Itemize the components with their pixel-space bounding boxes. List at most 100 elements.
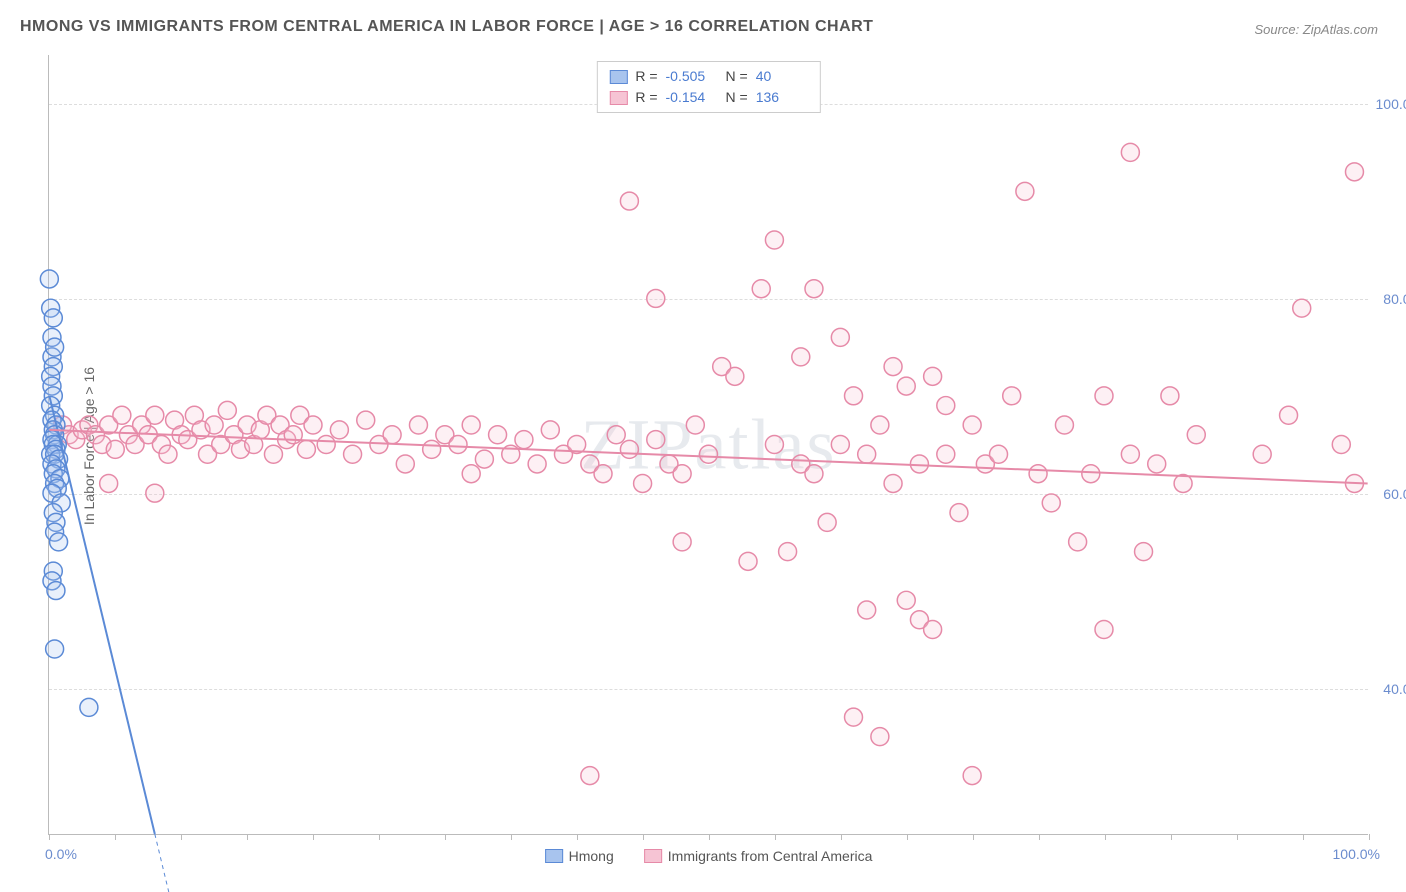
scatter-point — [779, 543, 797, 561]
scatter-point — [330, 421, 348, 439]
scatter-point — [831, 328, 849, 346]
swatch-hmong — [609, 70, 627, 84]
r-value-hmong: -0.505 — [666, 66, 718, 87]
scatter-point — [317, 436, 335, 454]
scatter-point — [871, 416, 889, 434]
x-tick — [907, 834, 908, 840]
stats-row-hmong: R = -0.505 N = 40 — [609, 66, 807, 87]
scatter-point — [304, 416, 322, 434]
swatch-central-america — [609, 91, 627, 105]
scatter-point — [845, 708, 863, 726]
x-tick — [709, 834, 710, 840]
x-axis-max-label: 100.0% — [1333, 846, 1380, 862]
scatter-point — [607, 426, 625, 444]
trend-line — [49, 430, 1367, 484]
x-tick — [1237, 834, 1238, 840]
scatter-point — [47, 582, 65, 600]
scatter-point — [344, 445, 362, 463]
scatter-point — [686, 416, 704, 434]
scatter-point — [357, 411, 375, 429]
trend-line — [49, 396, 154, 834]
chart-plot-area: ZIPatlas 40.0%60.0%80.0%100.0% R = -0.50… — [48, 55, 1368, 835]
scatter-point — [146, 484, 164, 502]
scatter-point — [1069, 533, 1087, 551]
scatter-point — [462, 416, 480, 434]
scatter-point — [100, 474, 118, 492]
scatter-point — [44, 309, 62, 327]
scatter-point — [792, 348, 810, 366]
scatter-point — [845, 387, 863, 405]
legend-swatch-central-america — [644, 849, 662, 863]
stats-row-central-america: R = -0.154 N = 136 — [609, 87, 807, 108]
scatter-point — [1095, 621, 1113, 639]
series-legend: Hmong Immigrants from Central America — [545, 848, 873, 864]
scatter-point — [113, 406, 131, 424]
scatter-point — [871, 728, 889, 746]
scatter-point — [46, 640, 64, 658]
source-attribution: Source: ZipAtlas.com — [1254, 22, 1378, 37]
scatter-point — [765, 436, 783, 454]
scatter-point — [752, 280, 770, 298]
scatter-point — [1016, 182, 1034, 200]
scatter-point — [1095, 387, 1113, 405]
scatter-point — [528, 455, 546, 473]
scatter-point — [937, 397, 955, 415]
scatter-point — [897, 591, 915, 609]
scatter-point — [765, 231, 783, 249]
scatter-point — [990, 445, 1008, 463]
legend-item-hmong: Hmong — [545, 848, 614, 864]
scatter-point — [647, 431, 665, 449]
scatter-point — [1187, 426, 1205, 444]
scatter-point — [620, 192, 638, 210]
scatter-point — [897, 377, 915, 395]
x-tick — [49, 834, 50, 840]
legend-label-central-america: Immigrants from Central America — [668, 848, 873, 864]
scatter-point — [1280, 406, 1298, 424]
scatter-point — [409, 416, 427, 434]
scatter-point — [805, 465, 823, 483]
scatter-point — [106, 440, 124, 458]
legend-swatch-hmong — [545, 849, 563, 863]
x-tick — [1171, 834, 1172, 840]
x-tick — [973, 834, 974, 840]
legend-label-hmong: Hmong — [569, 848, 614, 864]
y-tick-label: 100.0% — [1376, 96, 1406, 112]
x-tick — [313, 834, 314, 840]
scatter-point — [1332, 436, 1350, 454]
x-tick — [577, 834, 578, 840]
scatter-point — [46, 338, 64, 356]
scatter-point — [50, 533, 68, 551]
scatter-point — [818, 513, 836, 531]
r-label: R = — [635, 87, 657, 108]
scatter-point — [858, 445, 876, 463]
chart-title: HMONG VS IMMIGRANTS FROM CENTRAL AMERICA… — [20, 18, 873, 36]
scatter-point — [475, 450, 493, 468]
scatter-point — [963, 416, 981, 434]
x-tick — [115, 834, 116, 840]
scatter-point — [1253, 445, 1271, 463]
scatter-point — [950, 504, 968, 522]
scatter-point — [462, 465, 480, 483]
r-label: R = — [635, 66, 657, 87]
scatter-point — [963, 767, 981, 785]
n-label: N = — [726, 87, 748, 108]
scatter-point — [396, 455, 414, 473]
x-tick — [379, 834, 380, 840]
scatter-point — [594, 465, 612, 483]
scatter-point — [673, 465, 691, 483]
scatter-point — [910, 455, 928, 473]
x-tick — [181, 834, 182, 840]
scatter-point — [884, 474, 902, 492]
y-tick-label: 60.0% — [1383, 486, 1406, 502]
scatter-point — [620, 440, 638, 458]
scatter-point — [515, 431, 533, 449]
x-tick — [445, 834, 446, 840]
scatter-point — [264, 445, 282, 463]
scatter-point — [884, 358, 902, 376]
scatter-point — [80, 698, 98, 716]
scatter-point — [541, 421, 559, 439]
x-tick — [1105, 834, 1106, 840]
scatter-point — [647, 289, 665, 307]
scatter-point — [1121, 143, 1139, 161]
x-tick — [643, 834, 644, 840]
